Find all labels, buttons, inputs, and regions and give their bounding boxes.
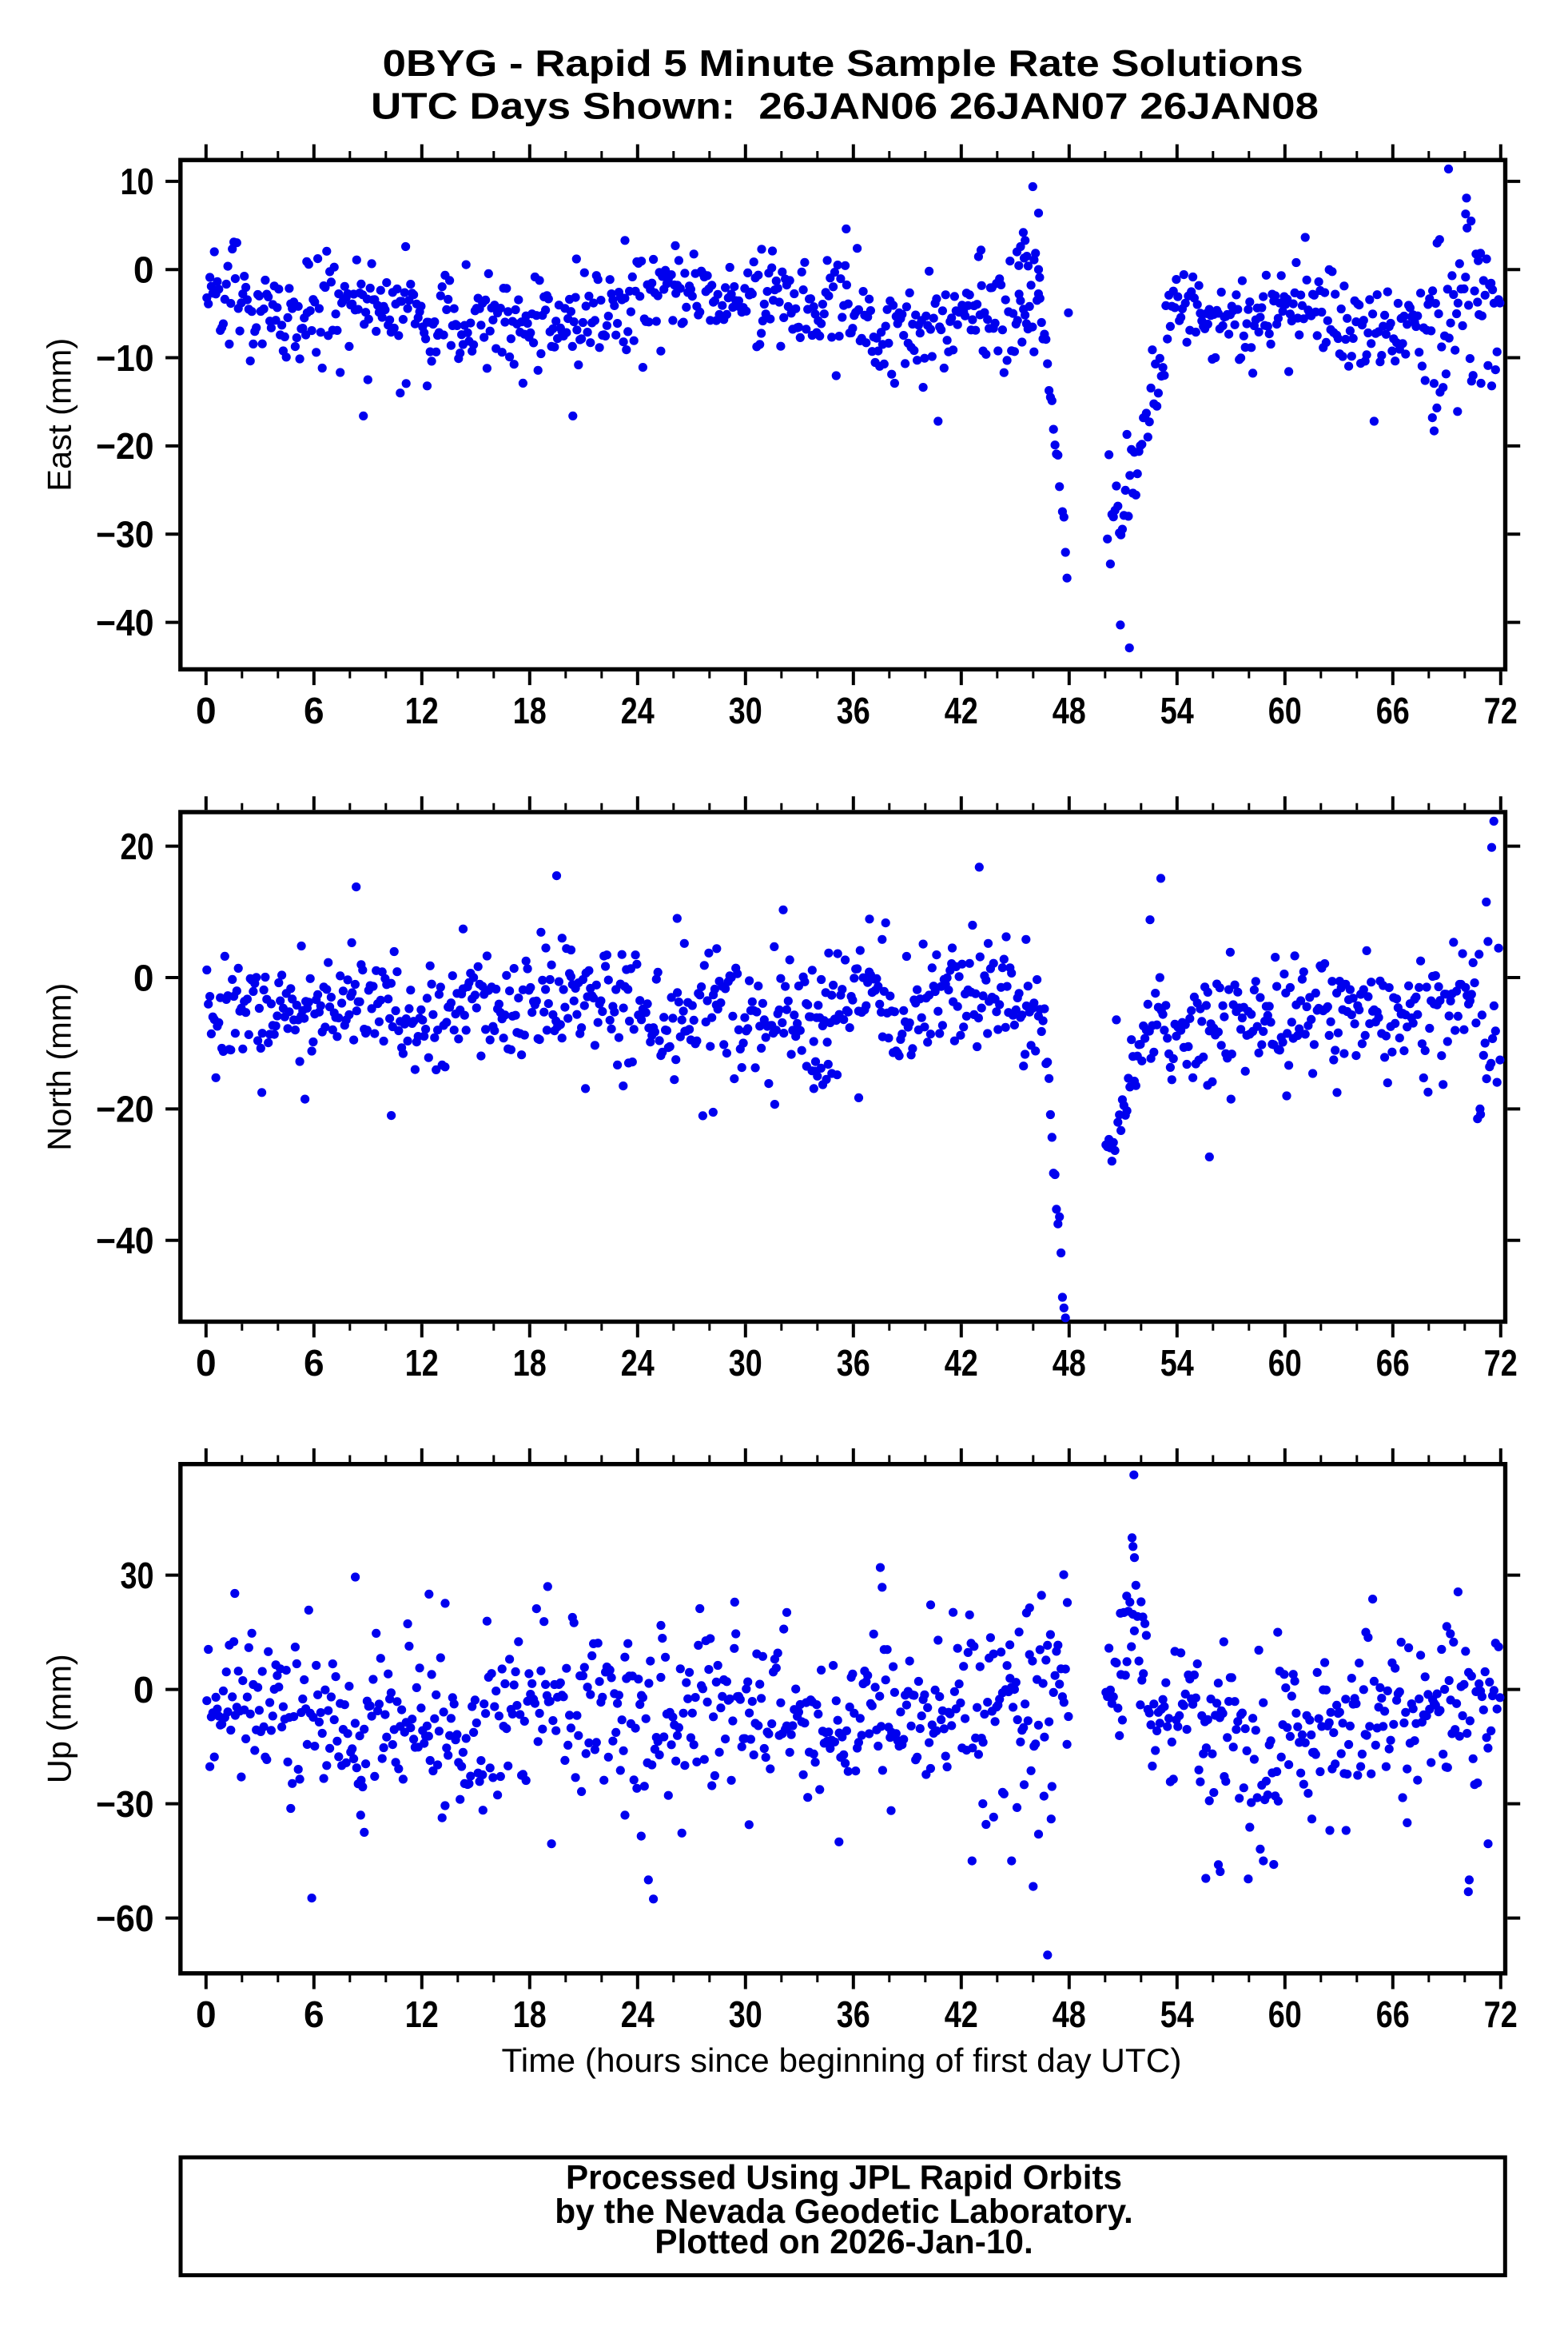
svg-text:by the Nevada Geodetic Laborat: by the Nevada Geodetic Laboratory. xyxy=(555,2193,1133,2230)
svg-text:60: 60 xyxy=(1268,690,1302,731)
svg-text:0: 0 xyxy=(133,249,154,291)
svg-text:72: 72 xyxy=(1484,690,1518,731)
svg-text:48: 48 xyxy=(1053,1993,1086,2035)
svg-text:42: 42 xyxy=(945,1342,978,1384)
svg-text:72: 72 xyxy=(1484,1993,1518,2035)
svg-text:20: 20 xyxy=(121,826,154,867)
svg-text:−10: −10 xyxy=(96,337,154,379)
svg-text:6: 6 xyxy=(304,1993,324,2035)
svg-text:42: 42 xyxy=(945,1993,978,2035)
svg-text:12: 12 xyxy=(405,690,439,731)
svg-text:36: 36 xyxy=(837,690,870,731)
svg-text:30: 30 xyxy=(121,1555,154,1596)
svg-text:10: 10 xyxy=(121,161,154,202)
svg-text:Time (hours since beginning of: Time (hours since beginning of first day… xyxy=(502,2041,1182,2079)
svg-text:60: 60 xyxy=(1268,1993,1302,2035)
svg-text:UTC Days Shown: 26JAN06 26JAN: UTC Days Shown: 26JAN06 26JAN07 26JAN08 xyxy=(371,85,1319,126)
svg-text:18: 18 xyxy=(513,690,547,731)
svg-text:0: 0 xyxy=(133,1669,154,1711)
svg-text:−20: −20 xyxy=(96,1089,154,1130)
svg-text:24: 24 xyxy=(621,1342,655,1384)
svg-text:30: 30 xyxy=(729,1342,762,1384)
svg-text:60: 60 xyxy=(1268,1342,1302,1384)
svg-text:36: 36 xyxy=(837,1342,870,1384)
svg-text:0: 0 xyxy=(196,1342,217,1384)
svg-text:18: 18 xyxy=(513,1993,547,2035)
svg-text:0BYG - Rapid 5 Minute Sample R: 0BYG - Rapid 5 Minute Sample Rate Soluti… xyxy=(383,42,1303,84)
svg-text:48: 48 xyxy=(1053,690,1086,731)
svg-text:66: 66 xyxy=(1376,690,1410,731)
svg-text:0: 0 xyxy=(133,957,154,998)
svg-text:66: 66 xyxy=(1376,1342,1410,1384)
svg-text:54: 54 xyxy=(1160,1993,1194,2035)
svg-text:30: 30 xyxy=(729,690,762,731)
svg-text:36: 36 xyxy=(837,1993,870,2035)
svg-text:Processed Using JPL Rapid Orbi: Processed Using JPL Rapid Orbits xyxy=(566,2159,1122,2197)
svg-text:North (mm): North (mm) xyxy=(41,983,78,1151)
svg-text:0: 0 xyxy=(196,1993,217,2035)
svg-text:12: 12 xyxy=(405,1993,439,2035)
svg-text:−30: −30 xyxy=(96,1783,154,1825)
svg-text:24: 24 xyxy=(621,690,655,731)
svg-text:48: 48 xyxy=(1053,1342,1086,1384)
svg-text:72: 72 xyxy=(1484,1342,1518,1384)
svg-text:−30: −30 xyxy=(96,514,154,556)
svg-text:East (mm): East (mm) xyxy=(41,338,78,492)
svg-text:66: 66 xyxy=(1376,1993,1410,2035)
svg-text:6: 6 xyxy=(304,1342,324,1384)
svg-text:−60: −60 xyxy=(96,1898,154,1939)
svg-text:−40: −40 xyxy=(96,1220,154,1261)
svg-text:0: 0 xyxy=(196,690,217,731)
svg-text:Up (mm): Up (mm) xyxy=(41,1654,78,1783)
svg-text:24: 24 xyxy=(621,1993,655,2035)
svg-text:Plotted on 2026-Jan-10.: Plotted on 2026-Jan-10. xyxy=(655,2223,1033,2260)
svg-text:−40: −40 xyxy=(96,602,154,643)
svg-text:42: 42 xyxy=(945,690,978,731)
svg-text:12: 12 xyxy=(405,1342,439,1384)
svg-text:54: 54 xyxy=(1160,690,1194,731)
svg-text:54: 54 xyxy=(1160,1342,1194,1384)
svg-text:30: 30 xyxy=(729,1993,762,2035)
svg-text:6: 6 xyxy=(304,690,324,731)
svg-text:−20: −20 xyxy=(96,425,154,467)
svg-text:18: 18 xyxy=(513,1342,547,1384)
